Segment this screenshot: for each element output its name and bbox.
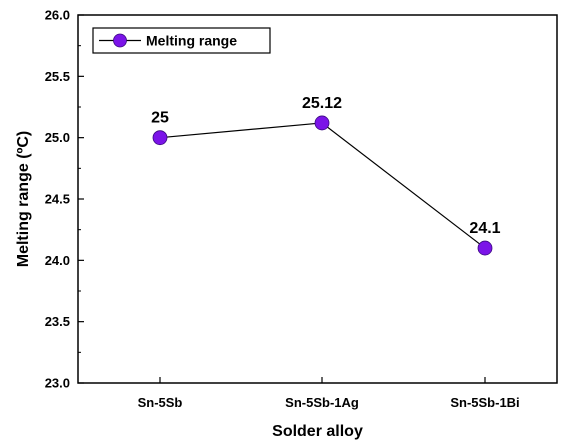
- data-label: 25: [151, 110, 169, 127]
- series-line-segment: [159, 122, 323, 139]
- legend-marker: [113, 33, 127, 48]
- y-axis: 23.0 23.5 24.0 24.5 25.0 25.5 26.0: [45, 8, 84, 391]
- data-labels: 25 25.12 24.1: [151, 95, 501, 237]
- y-tick-label: 24.0: [45, 253, 70, 268]
- y-axis-title: Melting range (ºC): [15, 131, 32, 268]
- x-tick-label: Sn-5Sb-1Ag: [285, 395, 359, 410]
- y-tick-label: 26.0: [45, 8, 70, 23]
- data-point: [152, 130, 168, 146]
- data-label: 24.1: [469, 220, 500, 237]
- series-melting-range: [152, 115, 493, 256]
- y-tick-label: 24.5: [45, 192, 70, 207]
- y-tick-label: 23.5: [45, 314, 70, 329]
- data-label: 25.12: [302, 95, 342, 112]
- data-point: [477, 240, 493, 256]
- x-tick-label: Sn-5Sb-1Bi: [450, 395, 519, 410]
- x-axis: Sn-5Sb Sn-5Sb-1Ag Sn-5Sb-1Bi: [138, 377, 520, 410]
- y-tick-label: 23.0: [45, 376, 70, 391]
- y-tick-label: 25.0: [45, 130, 70, 145]
- y-tick-label: 25.5: [45, 69, 70, 84]
- legend: Melting range: [92, 27, 271, 54]
- plot-frame: [77, 14, 558, 384]
- x-tick-label: Sn-5Sb: [138, 395, 183, 410]
- legend-label: Melting range: [146, 33, 237, 49]
- x-axis-title: Solder alloy: [272, 423, 363, 440]
- data-point: [314, 115, 330, 131]
- series-line-segment: [321, 122, 486, 249]
